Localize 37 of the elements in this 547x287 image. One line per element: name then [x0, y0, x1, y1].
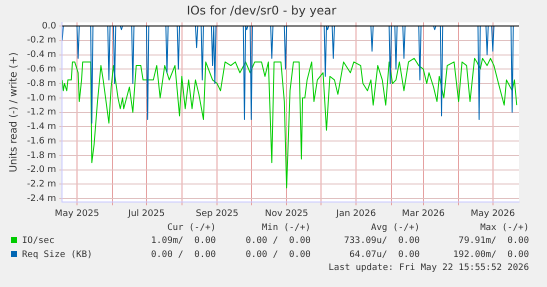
- text: Min (-/+): [260, 222, 311, 234]
- x-tick-label: May 2026: [470, 208, 516, 219]
- x-tick-label: May 2025: [54, 208, 100, 219]
- y-axis-title: Units read (-) / write (+): [8, 52, 20, 172]
- y-tick-label: -2.4 m: [26, 194, 56, 204]
- text: 192.00m/ 0.00: [452, 249, 529, 262]
- text: 79.91m/ 0.00: [458, 235, 529, 248]
- text: Max (-/+): [479, 222, 529, 234]
- text: 0.00 / 0.00: [150, 249, 216, 262]
- text: 733.09u/ 0.00: [342, 235, 420, 248]
- text: 64.07u/ 0.00: [348, 249, 420, 262]
- x-tick-label: Sep 2025: [196, 208, 238, 219]
- y-tick-label: -1.0 m: [26, 93, 56, 104]
- legend-label: IO/sec: [22, 236, 55, 246]
- y-tick-label: -2.2 m: [26, 180, 56, 190]
- y-tick-label: -0.4 m: [26, 50, 56, 60]
- y-tick-label: -0.2 m: [26, 36, 56, 46]
- y-tick-label: 0.0: [42, 21, 56, 32]
- y-tick-label: -0.8 m: [26, 78, 56, 89]
- y-tick-label: -1.8 m: [26, 150, 56, 161]
- text: 1.09m/ 0.00: [150, 235, 216, 248]
- text: 0.00 / 0.00: [244, 235, 311, 248]
- text: Cur (-/+): [166, 222, 216, 234]
- text: Avg (-/+): [370, 222, 420, 234]
- x-tick-label: Nov 2025: [264, 208, 308, 219]
- legend-label: Req Size (KB): [22, 250, 92, 260]
- y-tick-label: -0.6 m: [26, 64, 56, 74]
- text: Last update: Fri May 22 15:55:52 2026: [328, 262, 529, 274]
- chart-title: IOs for /dev/sr0 - by year: [186, 3, 336, 18]
- y-tick-label: -1.2 m: [26, 108, 56, 118]
- y-tick-label: -1.6 m: [26, 136, 56, 146]
- x-tick-label: Jul 2025: [127, 208, 165, 219]
- text: 0.00 / 0.00: [244, 249, 311, 262]
- y-tick-label: -1.4 m: [26, 122, 56, 132]
- x-tick-label: Mar 2026: [402, 208, 445, 219]
- x-tick-label: Jan 2026: [335, 208, 376, 219]
- y-tick-label: -2.0 m: [26, 165, 56, 176]
